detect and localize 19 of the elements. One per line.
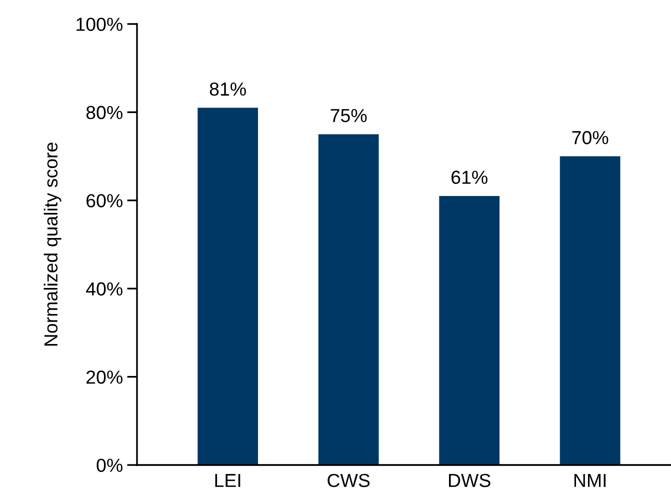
- y-tick-label: 20%: [86, 370, 122, 384]
- data-label: 81%: [210, 82, 246, 96]
- y-tick-label: 100%: [76, 18, 122, 31]
- y-tick-label: 0%: [96, 458, 122, 472]
- x-tick-label: LEI: [215, 474, 240, 487]
- bar: [439, 196, 500, 465]
- bar: [318, 134, 379, 465]
- y-tick-label: 60%: [86, 194, 122, 208]
- data-label: 61%: [452, 170, 488, 184]
- bar: [198, 108, 258, 465]
- y-axis-title: Normalized quality score: [44, 142, 62, 346]
- y-tick-label: 80%: [86, 106, 122, 120]
- x-tick-label: CWS: [328, 474, 370, 488]
- data-label: 75%: [330, 109, 367, 122]
- y-tick-label: 40%: [86, 282, 122, 296]
- x-tick-label: NMI: [574, 474, 606, 487]
- x-tick-label: DWS: [448, 474, 490, 488]
- bar: [560, 156, 620, 465]
- data-label: 70%: [572, 130, 608, 144]
